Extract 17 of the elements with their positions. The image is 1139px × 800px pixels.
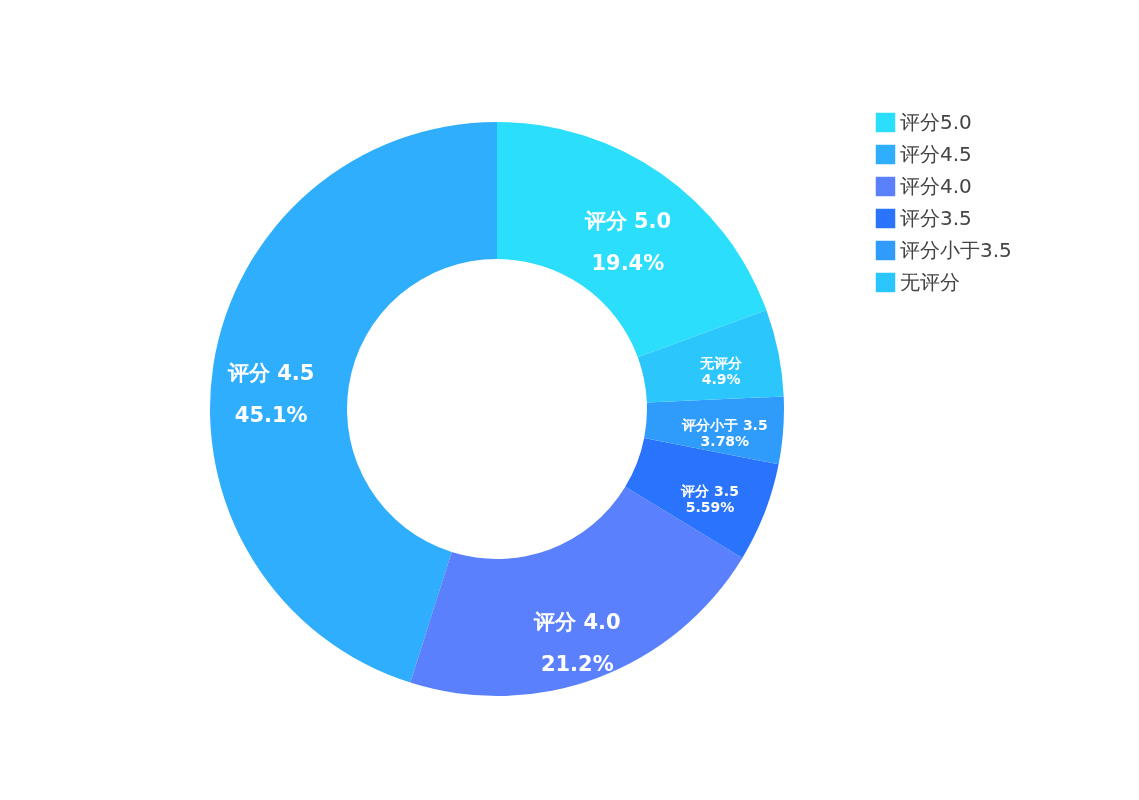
donut-slice bbox=[625, 437, 779, 558]
data-label: 评分 4.0 21.2% bbox=[533, 609, 621, 676]
data-label: 评分 5.0 19.4% bbox=[583, 208, 672, 275]
donut-slice bbox=[637, 310, 784, 403]
donut-slice bbox=[497, 122, 767, 358]
data-label: 评分 4.5 45.1% bbox=[226, 361, 315, 428]
legend-label: 无评分 bbox=[900, 269, 960, 294]
legend-label: 评分4.5 bbox=[900, 141, 972, 166]
legend-label: 评分小于3.5 bbox=[900, 237, 1012, 262]
donut-slice bbox=[210, 122, 497, 683]
data-label: 评分小于 3.5 3.78% bbox=[681, 417, 768, 450]
legend-label: 评分3.5 bbox=[900, 205, 972, 230]
data-label: 无评分 4.9% bbox=[699, 355, 744, 388]
legend-label: 评分5.0 bbox=[900, 109, 972, 134]
legend-label: 评分4.0 bbox=[900, 173, 972, 198]
data-label: 评分 3.5 5.59% bbox=[680, 482, 739, 515]
donut-slice bbox=[410, 486, 743, 696]
